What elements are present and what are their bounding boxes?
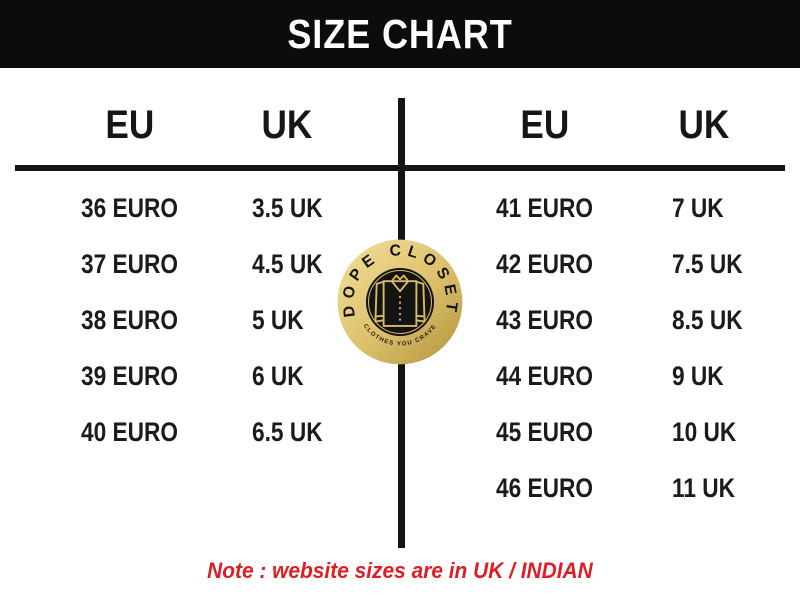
shirt-icon [374,274,426,327]
logo-inner-ring [367,269,433,335]
uk-size-cell: 6 UK [252,360,304,391]
table-row: 46 EURO 11 UK [496,460,756,516]
right-table-uk-header: UK [678,102,730,147]
uk-size-cell: 8.5 UK [672,304,743,335]
page-title: SIZE CHART [287,10,513,57]
eu-size-cell: 45 EURO [496,416,594,447]
table-row: 45 EURO 10 UK [496,404,756,460]
eu-size-cell: 38 EURO [81,304,179,335]
uk-size-cell: 11 UK [672,472,736,503]
table-row: 40 EURO 6.5 UK [81,404,336,460]
eu-size-cell: 42 EURO [496,248,594,279]
table-row: 36 EURO 3.5 UK [81,180,336,236]
shirt-buttons [398,295,402,321]
right-size-table: 41 EURO 7 UK 42 EURO 7.5 UK 43 EURO 8.5 … [496,180,756,516]
eu-size-cell: 43 EURO [496,304,594,335]
right-table-eu-header: EU [520,102,570,147]
eu-size-cell: 39 EURO [81,360,179,391]
eu-size-cell: 44 EURO [496,360,594,391]
eu-size-cell: 37 EURO [81,248,179,279]
uk-size-cell: 3.5 UK [252,192,323,223]
table-row: 41 EURO 7 UK [496,180,756,236]
table-row: 39 EURO 6 UK [81,348,336,404]
table-row: 43 EURO 8.5 UK [496,292,756,348]
left-size-table: 36 EURO 3.5 UK 37 EURO 4.5 UK 38 EURO 5 … [81,180,336,460]
table-row: 44 EURO 9 UK [496,348,756,404]
uk-size-cell: 6.5 UK [252,416,323,447]
dope-closet-logo: DOPE CLOSET CLOTHES YOU CRAVE [337,239,463,365]
uk-size-cell: 4.5 UK [252,248,323,279]
eu-size-cell: 41 EURO [496,192,594,223]
title-bar: SIZE CHART [0,0,800,68]
uk-size-cell: 9 UK [672,360,724,391]
left-table-uk-header: UK [261,102,313,147]
table-row: 37 EURO 4.5 UK [81,236,336,292]
eu-size-cell: 40 EURO [81,416,179,447]
uk-size-cell: 5 UK [252,304,304,335]
table-row: 38 EURO 5 UK [81,292,336,348]
uk-size-cell: 7 UK [672,192,724,223]
note-text: Note : website sizes are in UK / INDIAN [207,558,593,583]
eu-size-cell: 36 EURO [81,192,179,223]
table-row: 42 EURO 7.5 UK [496,236,756,292]
uk-size-cell: 10 UK [672,416,737,447]
left-table-eu-header: EU [105,102,154,147]
eu-size-cell: 46 EURO [496,472,594,503]
uk-size-cell: 7.5 UK [672,248,743,279]
